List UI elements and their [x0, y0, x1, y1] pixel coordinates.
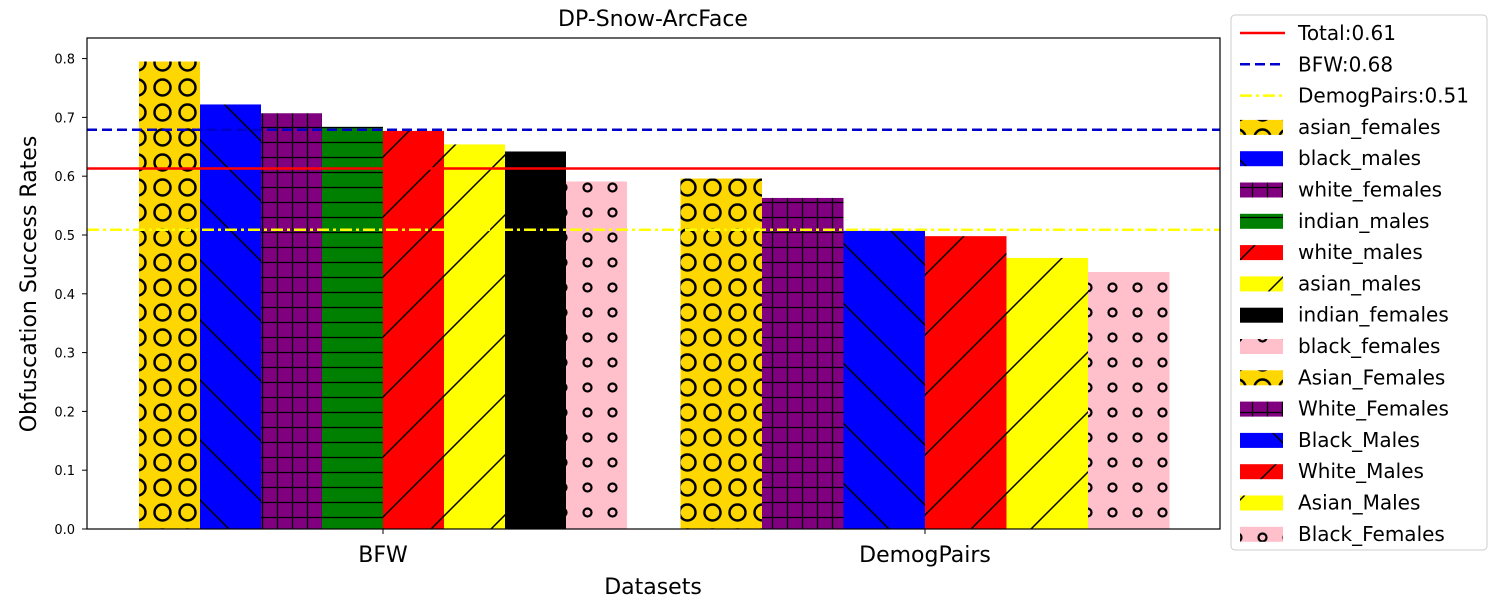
legend-patch-swatch	[1240, 464, 1283, 480]
legend-patch-swatch	[1240, 370, 1283, 386]
legend-label: black_females	[1298, 334, 1440, 358]
legend-item: white_males	[1240, 240, 1423, 264]
legend-item: black_males	[1240, 146, 1421, 170]
legend-patch-swatch	[1240, 182, 1283, 198]
legend-label: Black_Males	[1298, 428, 1420, 452]
legend-patch-swatch	[1240, 119, 1283, 135]
legend-patch-swatch	[1240, 495, 1283, 511]
y-tick-label: 0.5	[54, 229, 75, 244]
bar-demogpairs-black-males	[843, 230, 925, 529]
legend-item: asian_males	[1240, 271, 1421, 295]
x-axis-label: Datasets	[604, 575, 702, 600]
legend-patch-swatch	[1240, 432, 1283, 448]
legend-item: Asian_Males	[1240, 491, 1420, 515]
bar-bfw-black-males	[200, 104, 261, 529]
legend-label: white_females	[1298, 178, 1442, 202]
chart-title: DP-Snow-ArcFace	[558, 7, 748, 32]
legend-item: White_Males	[1240, 459, 1424, 483]
bar-demogpairs-white-females	[762, 197, 844, 529]
y-tick-label: 0.0	[54, 523, 75, 538]
x-tick-label: DemogPairs	[859, 543, 991, 568]
bar-bfw-indian-females	[505, 151, 566, 530]
legend-label: Black_Females	[1298, 522, 1445, 546]
legend: Total:0.61 BFW:0.68 DemogPairs:0.51 asian_f…	[1230, 14, 1488, 551]
legend-label: black_males	[1298, 146, 1421, 170]
legend-patch-swatch	[1240, 245, 1283, 261]
legend-label: indian_females	[1298, 303, 1449, 327]
y-tick-label: 0.1	[54, 464, 75, 479]
legend-patch-swatch	[1240, 276, 1283, 292]
legend-item: Black_Males	[1240, 428, 1420, 452]
legend-label: white_males	[1298, 240, 1423, 264]
y-axis-label: Obfuscation Success Rates	[17, 136, 42, 433]
legend-item: black_females	[1240, 334, 1440, 358]
legend-patch-swatch	[1240, 339, 1283, 354]
bar-bfw-white-males	[383, 130, 444, 529]
legend-label: indian_males	[1298, 209, 1429, 233]
legend-item: BFW:0.68	[1240, 52, 1393, 76]
legend-label: Asian_Males	[1298, 491, 1420, 515]
legend-label: Asian_Females	[1298, 365, 1445, 389]
legend-item: Asian_Females	[1240, 365, 1445, 389]
legend-label: Total:0.61	[1297, 21, 1396, 45]
legend-patch-swatch	[1240, 401, 1283, 417]
plot-area	[87, 61, 1220, 530]
y-tick-label: 0.2	[54, 405, 75, 420]
y-tick-label: 0.7	[54, 111, 75, 126]
bar-bfw-white-females	[261, 113, 322, 530]
legend-frame	[1230, 14, 1488, 551]
legend-label: BFW:0.68	[1298, 52, 1393, 76]
bar-bfw-black-females	[566, 181, 627, 530]
bar-demogpairs-black-females	[1088, 272, 1170, 529]
y-tick-label: 0.4	[54, 288, 75, 303]
legend-label: asian_females	[1298, 115, 1441, 139]
legend-label: DemogPairs:0.51	[1298, 84, 1469, 108]
legend-item: asian_females	[1240, 115, 1441, 139]
legend-label: White_Females	[1298, 397, 1449, 421]
legend-label: asian_males	[1298, 271, 1421, 295]
x-tick-label: BFW	[358, 543, 408, 568]
bar-demogpairs-white-males	[925, 236, 1007, 529]
legend-patch-swatch	[1240, 307, 1283, 323]
legend-item: indian_males	[1240, 209, 1429, 233]
legend-patch-swatch	[1240, 151, 1283, 167]
legend-item: Black_Females	[1240, 522, 1445, 546]
axes: 0.0 0.1 0.2 0.3 0.4 0.5 0.6 0.7 0.8 BFW DemogPairs	[54, 37, 1221, 568]
plot-frame	[86, 37, 1221, 530]
bar-bfw-indian-males	[322, 126, 383, 529]
legend-item: Total:0.61	[1240, 21, 1396, 45]
legend-item: white_females	[1240, 178, 1442, 202]
legend-label: White_Males	[1298, 459, 1424, 483]
legend-item: White_Females	[1240, 397, 1449, 421]
y-tick-label: 0.6	[54, 170, 75, 185]
legend-patch-swatch	[1240, 526, 1283, 542]
legend-item: DemogPairs:0.51	[1240, 84, 1469, 108]
bar-bfw-asian-females	[139, 61, 200, 530]
y-tick-label: 0.3	[54, 347, 75, 362]
bar-demogpairs-asian-males	[1006, 257, 1088, 529]
bar-demogpairs-asian-females	[680, 178, 762, 530]
y-tick-label: 0.8	[54, 53, 75, 68]
legend-patch-swatch	[1240, 213, 1283, 229]
bar-bfw-asian-males	[444, 144, 505, 529]
legend-item: indian_females	[1240, 303, 1449, 327]
